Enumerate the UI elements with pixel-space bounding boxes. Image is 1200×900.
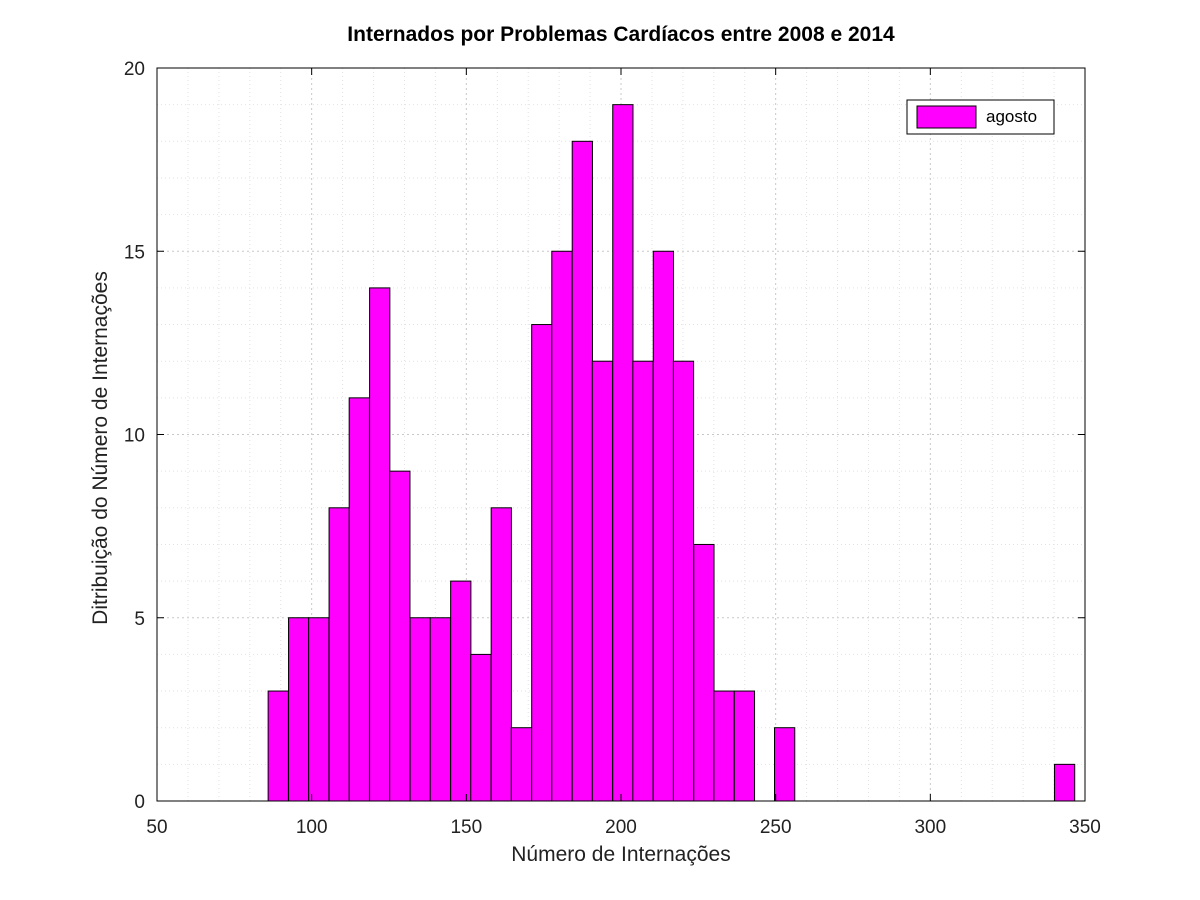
x-tick-label: 50 [146,817,167,838]
y-tick-label: 20 [124,59,145,80]
legend-swatch [916,105,977,129]
histogram-bar [632,360,654,802]
histogram-bar [774,727,796,802]
histogram-bar [672,360,695,802]
y-axis-label: Ditribuição do Número de Internações [89,271,112,625]
histogram-bar [510,727,533,802]
histogram-bar [429,617,451,802]
histogram-bar [308,617,330,802]
axis-ticks: 50 100 150 200 250 300 350 0 5 10 15 20 [124,59,1101,838]
histogram-bar [713,690,735,802]
histogram-bar [348,397,370,802]
x-tick-label: 300 [914,817,946,838]
histogram-bar [267,690,289,802]
histogram-bar [389,470,411,802]
histogram-bar [591,360,614,802]
x-tick-label: 100 [296,817,328,838]
histogram-bar [450,580,472,802]
histogram-bar [693,543,715,802]
histogram-bar [1053,763,1076,802]
y-tick-label: 5 [134,609,145,630]
x-axis-label: Número de Internações [511,843,730,866]
histogram-bar [571,140,593,802]
histogram-bar [531,324,553,802]
histogram-bar [733,690,756,802]
histogram-bar [551,250,573,802]
y-tick-label: 0 [134,792,145,813]
histogram-bars [267,104,1076,802]
y-tick-label: 10 [124,426,145,447]
histogram-bar [490,507,512,802]
histogram-bar [409,617,431,802]
x-tick-label: 250 [760,817,792,838]
histogram-bar [652,250,675,802]
x-tick-label: 150 [450,817,482,838]
x-tick-label: 200 [605,817,637,838]
histogram-bar [369,287,391,802]
histogram-bar [328,507,350,802]
histogram-bar [470,653,492,802]
legend: agosto [906,99,1055,135]
legend-entry-agosto: agosto [986,107,1037,126]
histogram-bar [612,104,634,802]
chart-title: Internados por Problemas Cardíacos entre… [347,23,895,46]
x-tick-label: 350 [1069,817,1101,838]
histogram-bar [288,617,310,802]
y-tick-label: 15 [124,242,145,263]
